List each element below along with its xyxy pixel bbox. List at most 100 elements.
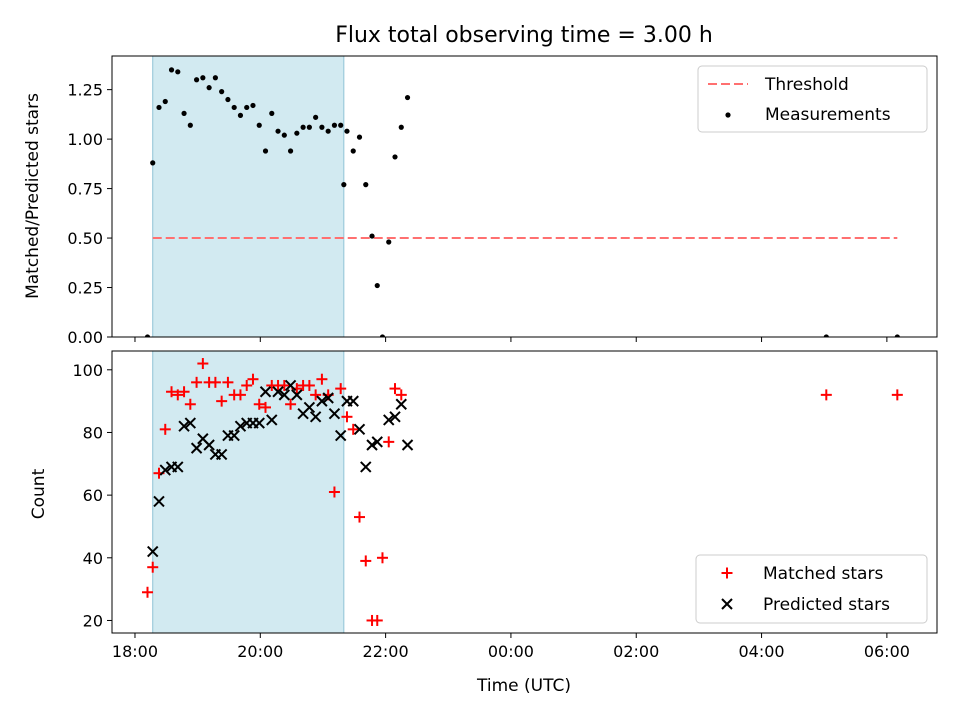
measurement-point xyxy=(379,334,386,337)
matched-star-point xyxy=(241,379,253,391)
matched-star-point xyxy=(209,376,221,388)
measurement-point xyxy=(244,104,250,111)
predicted-star-point xyxy=(278,389,291,401)
measurement-point xyxy=(262,148,269,154)
matched-star-point xyxy=(142,586,154,598)
matched-star-point xyxy=(147,561,159,573)
matched-star-point xyxy=(316,373,328,385)
predicted-star-point xyxy=(147,545,159,558)
y-tick-label: 1.00 xyxy=(67,130,103,149)
measurement-point xyxy=(319,124,325,130)
matched-star-point xyxy=(234,389,246,401)
x-tick-label: 00:00 xyxy=(488,642,534,661)
measurement-point xyxy=(356,134,363,140)
predicted-star-point xyxy=(328,407,341,420)
matched-star-point xyxy=(222,376,234,388)
predicted-star-point xyxy=(366,439,378,451)
bottom-ylabel: Count xyxy=(29,468,49,519)
matched-star-point xyxy=(260,401,272,413)
x-tick-label: 04:00 xyxy=(739,642,785,661)
predicted-star-point xyxy=(266,414,278,426)
x-axis-label: Time (UTC) xyxy=(476,676,571,696)
plot-area xyxy=(142,358,903,626)
y-tick-label: 80 xyxy=(83,423,103,442)
y-tick-label: 1.25 xyxy=(67,81,103,100)
predicted-star-point xyxy=(334,429,347,442)
y-tick-label: 100 xyxy=(72,361,103,380)
legend-measurement-label: Measurements xyxy=(765,105,891,125)
measurement-point xyxy=(193,77,200,83)
measurement-point xyxy=(200,75,206,81)
predicted-star-point xyxy=(253,417,265,429)
measurement-point xyxy=(150,160,156,166)
measurement-point xyxy=(823,334,829,337)
measurement-point xyxy=(369,233,375,239)
measurement-point xyxy=(313,114,319,120)
predicted-star-point xyxy=(360,461,372,473)
legend-box xyxy=(697,65,928,133)
predicted-star-point xyxy=(215,448,228,461)
measurement-point xyxy=(269,110,275,116)
legend-box xyxy=(695,554,928,624)
measurement-point xyxy=(250,102,256,109)
measurement-point xyxy=(287,148,294,154)
y-tick-label: 60 xyxy=(83,486,103,505)
top-legend: Threshold Measurements xyxy=(697,65,928,133)
matched-star-point xyxy=(303,379,315,391)
predicted-star-point xyxy=(291,389,303,401)
y-tick-label: 0.00 xyxy=(67,328,103,347)
x-tick-label: 02:00 xyxy=(613,642,659,661)
predicted-star-point xyxy=(347,395,359,407)
matched-star-point xyxy=(371,614,383,626)
y-tick-label: 40 xyxy=(83,549,103,568)
measurement-point xyxy=(156,104,162,111)
matched-star-point xyxy=(184,398,196,410)
measurement-point xyxy=(181,110,187,116)
measurement-point xyxy=(300,124,306,130)
measurement-point xyxy=(231,104,237,111)
matched-star-point xyxy=(191,376,203,388)
matched-star-point xyxy=(383,436,395,448)
bottom-panel: 20 40 60 80 100 18:00 20:00 22:00 00:00 02:00 04:0… xyxy=(72,350,938,661)
predicted-star-point xyxy=(190,442,203,454)
measurement-point xyxy=(306,124,312,130)
legend-predicted-swatch xyxy=(721,598,733,610)
matched-star-point xyxy=(253,398,265,410)
predicted-star-point xyxy=(284,379,297,392)
measurement-point xyxy=(350,148,356,154)
matched-star-point xyxy=(178,386,190,398)
y-tick-label: 0.75 xyxy=(67,180,103,199)
y-tick-label: 20 xyxy=(83,611,103,630)
measurement-point xyxy=(168,67,175,73)
legend-measurement-swatch xyxy=(725,112,731,118)
predicted-star-point xyxy=(401,439,414,451)
bottom-legend: Matched stars Predicted stars xyxy=(695,554,928,624)
matched-star-point xyxy=(216,395,228,407)
legend-predicted-label: Predicted stars xyxy=(763,595,890,615)
matched-star-point xyxy=(310,389,322,401)
predicted-star-point xyxy=(272,386,284,398)
matched-star-point xyxy=(328,486,340,498)
legend-matched-swatch xyxy=(721,567,733,579)
predicted-star-point xyxy=(172,461,184,473)
y-tick-label: 0.25 xyxy=(67,279,103,298)
measurement-point xyxy=(187,122,193,128)
observing-span xyxy=(152,55,345,338)
matched-star-point xyxy=(278,379,290,391)
matched-star-point xyxy=(166,386,178,398)
matched-star-point xyxy=(395,389,407,401)
measurement-point xyxy=(331,122,338,128)
measurement-point xyxy=(225,96,231,103)
x-tick-label: 20:00 xyxy=(237,642,283,661)
measurement-point xyxy=(256,122,262,128)
predicted-star-point xyxy=(322,392,334,404)
measurement-point xyxy=(281,132,287,138)
matched-star-point xyxy=(389,383,401,395)
y-tick-label: 0.50 xyxy=(67,229,103,248)
predicted-star-point xyxy=(228,429,240,442)
matched-star-point xyxy=(891,389,903,401)
predicted-star-point xyxy=(383,414,395,426)
measurement-point xyxy=(392,154,398,160)
matched-star-point xyxy=(354,511,365,523)
